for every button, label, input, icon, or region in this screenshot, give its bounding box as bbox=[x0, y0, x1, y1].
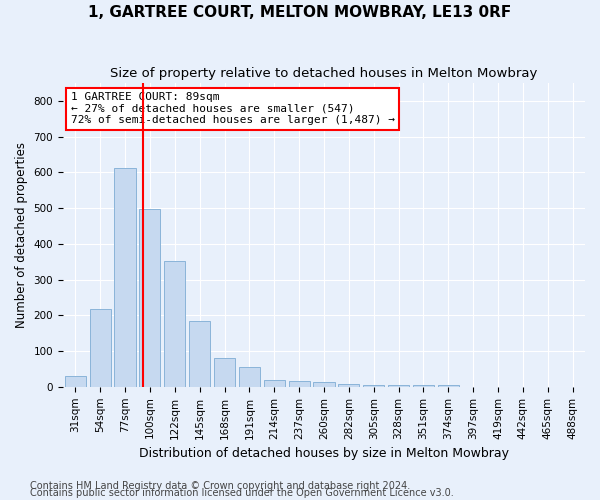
Title: Size of property relative to detached houses in Melton Mowbray: Size of property relative to detached ho… bbox=[110, 68, 538, 80]
Bar bbox=[65, 376, 86, 387]
Bar bbox=[189, 320, 210, 387]
Text: Contains HM Land Registry data © Crown copyright and database right 2024.: Contains HM Land Registry data © Crown c… bbox=[30, 481, 410, 491]
Bar bbox=[437, 385, 459, 387]
Bar bbox=[263, 380, 285, 387]
Bar bbox=[214, 358, 235, 387]
Bar bbox=[413, 385, 434, 387]
Y-axis label: Number of detached properties: Number of detached properties bbox=[15, 142, 28, 328]
Bar bbox=[388, 385, 409, 387]
Text: 1 GARTREE COURT: 89sqm
← 27% of detached houses are smaller (547)
72% of semi-de: 1 GARTREE COURT: 89sqm ← 27% of detached… bbox=[71, 92, 395, 126]
Bar bbox=[363, 385, 384, 387]
Bar bbox=[139, 209, 160, 387]
Bar bbox=[239, 367, 260, 387]
Bar bbox=[289, 381, 310, 387]
Text: 1, GARTREE COURT, MELTON MOWBRAY, LE13 0RF: 1, GARTREE COURT, MELTON MOWBRAY, LE13 0… bbox=[88, 5, 512, 20]
Bar bbox=[164, 260, 185, 387]
Bar bbox=[313, 382, 335, 387]
Bar bbox=[115, 168, 136, 387]
X-axis label: Distribution of detached houses by size in Melton Mowbray: Distribution of detached houses by size … bbox=[139, 447, 509, 460]
Text: Contains public sector information licensed under the Open Government Licence v3: Contains public sector information licen… bbox=[30, 488, 454, 498]
Bar bbox=[89, 309, 111, 387]
Bar bbox=[338, 384, 359, 387]
